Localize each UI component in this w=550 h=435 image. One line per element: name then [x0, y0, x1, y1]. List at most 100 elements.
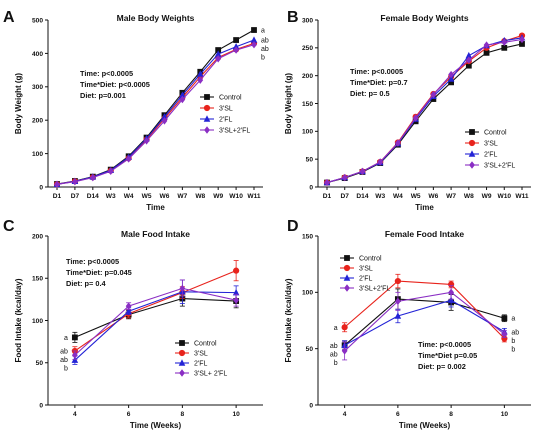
y-tick-label: 200 [32, 233, 43, 240]
data-point [179, 91, 186, 98]
data-point [251, 27, 257, 33]
legend-label: 2'FL [219, 116, 233, 123]
x-axis-label: Time [415, 203, 434, 212]
stats-line: Diet: p=0.001 [80, 91, 126, 100]
panel-letter: D [287, 218, 299, 235]
x-tick-label: W6 [160, 193, 170, 200]
legend-label: 3'SL+2'FL [359, 285, 390, 292]
y-tick-label: 200 [32, 118, 43, 125]
x-axis-label: Time (Weeks) [399, 421, 451, 430]
data-point [196, 70, 204, 77]
data-point [250, 36, 258, 43]
legend-marker [203, 115, 211, 122]
data-point [430, 90, 437, 99]
legend-label: Control [194, 340, 217, 347]
legend-marker [469, 161, 475, 169]
panel-a: A Male Body Weights 0 100 200 300 400 500 D1 D7 D1… [3, 9, 269, 212]
legend-label: Control [219, 94, 242, 101]
y-tick-label: 50 [36, 360, 44, 367]
stats-line: Time: p<0.0005 [350, 67, 403, 76]
legend-label: Control [484, 129, 507, 136]
x-tick-label: 8 [181, 411, 185, 418]
data-point [71, 334, 78, 341]
data-point [448, 79, 454, 86]
significance-label: b [64, 365, 68, 372]
data-point [89, 173, 96, 182]
data-point [324, 178, 330, 187]
x-tick-label: W4 [393, 193, 403, 200]
y-axis-label: Food Intake (kcal/day) [14, 278, 23, 362]
y-tick-label: 300 [302, 17, 313, 24]
stats-line: Time*Diet: p<0.0005 [80, 80, 150, 89]
data-point [394, 277, 401, 285]
x-tick-label: W4 [124, 193, 134, 200]
series-3sl [53, 40, 258, 188]
data-point [394, 312, 402, 319]
y-tick-label: 100 [32, 318, 43, 325]
legend: Control 3'SL 2'FL 3'SL+2'FL [200, 94, 250, 134]
data-point [519, 35, 525, 44]
legend-marker [179, 369, 185, 377]
legend-marker [343, 264, 351, 272]
significance-label: b [261, 55, 265, 62]
data-point [143, 137, 150, 145]
significance-label: a [261, 28, 265, 35]
x-tick-label: W3 [106, 193, 116, 200]
data-point [448, 70, 454, 79]
series-line [344, 299, 505, 346]
legend: Control 3'SL 2'FL 3'SL+ 2'FL [175, 340, 227, 377]
legend-label: 2'FL [194, 360, 208, 367]
data-point [501, 38, 508, 46]
legend-label: 3'SL [219, 105, 233, 112]
significance-label: ab [261, 46, 269, 53]
data-point [519, 41, 525, 47]
chart-title: Male Food Intake [121, 229, 190, 239]
x-tick-label: D14 [87, 193, 99, 200]
x-tick-label: D7 [341, 193, 350, 200]
chart-title: Female Body Weights [380, 13, 468, 23]
panel-letter: B [287, 9, 299, 26]
significance-label: a [64, 335, 68, 342]
x-tick-label: W7 [177, 193, 187, 200]
significance-label: b [511, 346, 515, 353]
legend-marker [468, 139, 476, 147]
data-point [465, 62, 472, 69]
data-point [448, 288, 455, 297]
data-point [179, 95, 186, 104]
data-point [233, 267, 240, 274]
x-tick-label: W11 [247, 193, 261, 200]
stats-line: Time: p<0.0005 [80, 69, 133, 78]
series-2fl [71, 279, 240, 365]
x-tick-label: W10 [229, 193, 243, 200]
series-line [344, 280, 505, 339]
y-axis-label: Body Weight (g) [284, 73, 293, 135]
legend-label: Control [359, 255, 382, 262]
data-point [215, 55, 222, 63]
data-point [161, 117, 168, 125]
data-point [54, 180, 60, 189]
y-tick-label: 150 [32, 276, 43, 283]
stats-line: Diet: p= 0.002 [418, 362, 466, 371]
legend: Control 3'SL 2'FL 3'SL+2'FL [340, 255, 390, 292]
series-line [74, 270, 237, 352]
legend-marker [203, 104, 211, 112]
panel-d: D Female Food Intake 0 50 100 150 4 6 8 10 Time (W… [284, 218, 531, 430]
x-tick-label: W9 [213, 193, 223, 200]
series-line [56, 44, 255, 185]
data-point [161, 113, 168, 120]
data-point [197, 76, 204, 84]
data-point [341, 173, 348, 182]
data-point [341, 324, 348, 331]
significance-label: b [511, 338, 515, 345]
data-point [232, 288, 240, 296]
stats-line: Time*Diet: p=0.045 [66, 268, 132, 277]
data-point [412, 114, 419, 122]
data-point [341, 347, 348, 355]
legend-marker [344, 255, 350, 261]
data-point [359, 167, 366, 176]
series-3sl2fl [71, 279, 240, 360]
stats-line: Time*Diet: p=0.7 [350, 78, 408, 87]
significance-label: a [334, 325, 338, 332]
y-tick-label: 100 [302, 129, 313, 136]
y-tick-label: 150 [302, 101, 313, 108]
